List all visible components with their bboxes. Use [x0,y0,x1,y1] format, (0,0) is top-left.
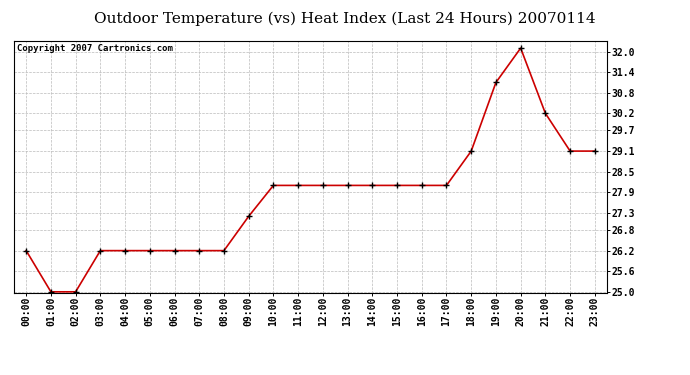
Text: Copyright 2007 Cartronics.com: Copyright 2007 Cartronics.com [17,44,172,53]
Text: Outdoor Temperature (vs) Heat Index (Last 24 Hours) 20070114: Outdoor Temperature (vs) Heat Index (Las… [95,11,595,26]
